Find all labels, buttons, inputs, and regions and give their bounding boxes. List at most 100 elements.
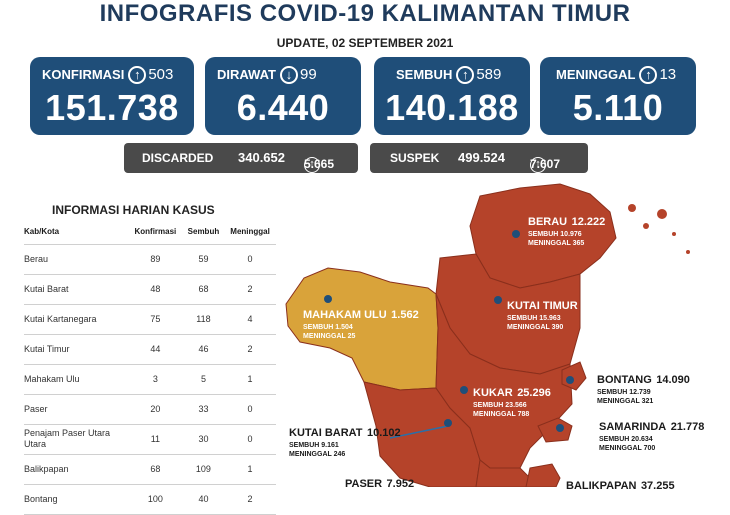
region-dot bbox=[460, 386, 468, 394]
cell-konfirmasi: 3 bbox=[128, 364, 183, 395]
stat-card-konfirmasi: KONFIRMASI ↑ 503 151.738 bbox=[30, 57, 194, 135]
table-row: Paser 20 33 0 bbox=[24, 394, 276, 425]
label-kutai-timur: KUTAI TIMUR 17.244 SEMBUH 15.963 MENINGG… bbox=[507, 300, 616, 331]
cell-konfirmasi: 75 bbox=[128, 304, 183, 335]
column-header: Kab/Kota bbox=[24, 220, 128, 245]
suspek-pill: SUSPEK 499.524 ↑ 7.607 bbox=[370, 143, 588, 173]
cell-konfirmasi: 68 bbox=[128, 454, 183, 485]
label-kutai-barat: KUTAI BARAT 10.102 SEMBUH 9.161 MENINGGA… bbox=[289, 427, 401, 458]
cell-kabkota: Bontang bbox=[24, 484, 128, 515]
table-row: Kutai Barat 48 68 2 bbox=[24, 274, 276, 305]
cell-kabkota: Berau bbox=[24, 244, 128, 275]
arrow-up-icon: ↑ bbox=[304, 157, 320, 173]
stat-card-meninggal: MENINGGAL ↑ 13 5.110 bbox=[540, 57, 696, 135]
arrow-up-icon: ↑ bbox=[128, 66, 147, 85]
cell-meninggal: 4 bbox=[224, 304, 276, 335]
cell-meninggal: 0 bbox=[224, 394, 276, 425]
cell-konfirmasi: 44 bbox=[128, 334, 183, 365]
table-row: Kutai Timur 44 46 2 bbox=[24, 334, 276, 365]
cell-sembuh: 68 bbox=[182, 274, 225, 305]
region-dot bbox=[512, 230, 520, 238]
suspek-delta: 7.607 bbox=[530, 157, 561, 171]
region-dot bbox=[556, 424, 564, 432]
cell-sembuh: 109 bbox=[182, 454, 225, 485]
island bbox=[686, 250, 690, 254]
region-dot bbox=[566, 376, 574, 384]
island bbox=[643, 223, 649, 229]
callout-line bbox=[389, 425, 449, 439]
cell-meninggal: 1 bbox=[224, 454, 276, 485]
cell-kabkota: Paser bbox=[24, 394, 128, 425]
island bbox=[672, 232, 676, 236]
arrow-down-icon: ↓ bbox=[279, 66, 298, 85]
stat-label: SEMBUH bbox=[396, 67, 453, 82]
arrow-up-icon: ↑ bbox=[639, 66, 658, 85]
suspek-label: SUSPEK bbox=[390, 151, 440, 165]
cell-sembuh: 118 bbox=[182, 304, 225, 335]
discarded-value: 340.652 bbox=[238, 150, 285, 165]
region-dot bbox=[494, 296, 502, 304]
label-paser: PASER 7.952 bbox=[345, 478, 415, 490]
cell-meninggal: 0 bbox=[224, 424, 276, 455]
cell-kabkota: Kutai Timur bbox=[24, 334, 128, 365]
label-bontang: BONTANG 14.090 SEMBUH 12.739 MENINGGAL 3… bbox=[597, 374, 690, 405]
suspek-value: 499.524 bbox=[458, 150, 505, 165]
island bbox=[628, 204, 636, 212]
cell-kabkota: Kutai Barat bbox=[24, 274, 128, 305]
cell-meninggal: 1 bbox=[224, 364, 276, 395]
stat-label: DIRAWAT bbox=[217, 67, 276, 82]
cell-sembuh: 46 bbox=[182, 334, 225, 365]
cell-konfirmasi: 20 bbox=[128, 394, 183, 425]
cell-konfirmasi: 48 bbox=[128, 274, 183, 305]
label-balikpapan: BALIKPAPAN 37.255 bbox=[566, 480, 675, 492]
cell-meninggal: 2 bbox=[224, 274, 276, 305]
stat-value: 5.110 bbox=[572, 87, 664, 128]
cell-kabkota: Penajam Paser Utara Utara bbox=[24, 424, 128, 455]
column-header: Konfirmasi bbox=[128, 220, 183, 245]
table-row: Berau 89 59 0 bbox=[24, 244, 276, 275]
island bbox=[657, 209, 667, 219]
table-row: Penajam Paser Utara Utara 11 30 0 bbox=[24, 424, 276, 455]
daily-cases-table: Kab/Kota Konfirmasi Sembuh Meninggal Ber… bbox=[24, 220, 276, 515]
region-kukar bbox=[435, 293, 573, 469]
region-samarinda bbox=[537, 417, 573, 443]
column-header: Sembuh bbox=[182, 220, 225, 245]
cell-meninggal: 2 bbox=[224, 484, 276, 515]
stat-value: 140.188 bbox=[385, 87, 519, 128]
update-date: UPDATE, 02 SEPTEMBER 2021 bbox=[276, 36, 454, 50]
page-title: INFOGRAFIS COVID-19 KALIMANTAN TIMUR bbox=[99, 0, 631, 27]
cell-kabkota: Balikpapan bbox=[24, 454, 128, 485]
column-header: Meninggal bbox=[224, 220, 276, 245]
discarded-pill: DISCARDED 340.652 ↑ 5.665 bbox=[124, 143, 358, 173]
stat-delta: 13 bbox=[659, 66, 677, 83]
table-title: INFORMASI HARIAN KASUS bbox=[52, 203, 215, 217]
stat-delta: 589 bbox=[476, 66, 502, 83]
arrow-up-icon: ↑ bbox=[530, 157, 546, 173]
kaltim-map bbox=[285, 183, 690, 487]
cell-meninggal: 2 bbox=[224, 334, 276, 365]
discarded-label: DISCARDED bbox=[142, 151, 214, 165]
label-mahakam-ulu: MAHAKAM ULU 1.562 SEMBUH 1.504 MENINGGAL… bbox=[303, 309, 419, 340]
stat-label: MENINGGAL bbox=[556, 67, 636, 82]
label-kukar: KUKAR 25.296 SEMBUH 23.566 MENINGGAL 788 bbox=[473, 387, 551, 418]
table-header-row: Kab/Kota Konfirmasi Sembuh Meninggal bbox=[24, 220, 276, 245]
cell-sembuh: 5 bbox=[182, 364, 225, 395]
table-row: Kutai Kartanegara 75 118 4 bbox=[24, 304, 276, 335]
table-row: Mahakam Ulu 3 5 1 bbox=[24, 364, 276, 395]
cell-kabkota: Mahakam Ulu bbox=[24, 364, 128, 395]
region-balikpapan bbox=[525, 463, 561, 487]
discarded-delta: 5.665 bbox=[304, 157, 335, 171]
stat-label: KONFIRMASI bbox=[42, 67, 125, 82]
stat-card-sembuh: SEMBUH ↑ 589 140.188 bbox=[374, 57, 530, 135]
table-row: Bontang 100 40 2 bbox=[24, 484, 276, 515]
cell-kabkota: Kutai Kartanegara bbox=[24, 304, 128, 335]
cell-sembuh: 59 bbox=[182, 244, 225, 275]
region-dot bbox=[324, 295, 332, 303]
label-samarinda: SAMARINDA 21.778 SEMBUH 20.634 MENINGGAL… bbox=[599, 421, 705, 452]
stat-value: 6.440 bbox=[236, 87, 330, 128]
cell-sembuh: 33 bbox=[182, 394, 225, 425]
stat-delta: 503 bbox=[148, 66, 174, 83]
cell-konfirmasi: 89 bbox=[128, 244, 183, 275]
stat-card-dirawat: DIRAWAT ↓ 99 6.440 bbox=[205, 57, 361, 135]
cell-konfirmasi: 11 bbox=[128, 424, 183, 455]
